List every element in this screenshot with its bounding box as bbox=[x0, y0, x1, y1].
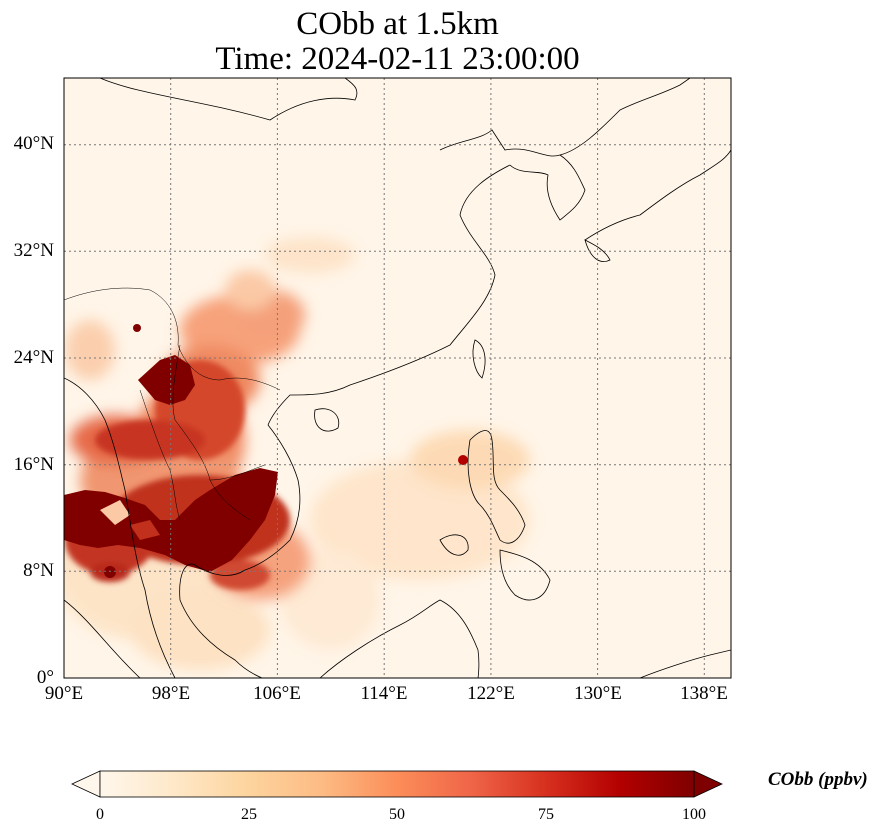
concentration-field bbox=[64, 237, 530, 670]
chart-title: CObb at 1.5km bbox=[296, 6, 499, 42]
lon-tick-label: 98°E bbox=[151, 683, 191, 704]
colorbar bbox=[71, 770, 723, 798]
map-frame bbox=[63, 77, 732, 679]
lon-tick-label: 106°E bbox=[253, 683, 301, 704]
lat-tick-label: 0° bbox=[36, 667, 54, 688]
lon-tick-label: 138°E bbox=[680, 683, 728, 704]
lat-tick-label: 8°N bbox=[23, 560, 54, 581]
lat-tick-label: 32°N bbox=[13, 240, 54, 261]
colorbar-tick-label: 0 bbox=[96, 806, 104, 823]
colorbar-tick-label: 75 bbox=[538, 806, 554, 823]
colorbar-tick-label: 100 bbox=[682, 806, 706, 823]
lon-tick-label: 122°E bbox=[467, 683, 515, 704]
lon-tick-label: 90°E bbox=[44, 683, 84, 704]
lon-tick-label: 114°E bbox=[360, 683, 408, 704]
chart-time: Time: 2024-02-11 23:00:00 bbox=[215, 41, 580, 77]
colorbar-tick-label: 25 bbox=[241, 806, 257, 823]
lat-tick-label: 40°N bbox=[13, 133, 54, 154]
gridlines bbox=[64, 78, 731, 678]
colorbar-label: CObb (ppbv) bbox=[768, 769, 868, 790]
lat-tick-label: 24°N bbox=[13, 347, 54, 368]
lon-tick-label: 130°E bbox=[574, 683, 622, 704]
lat-tick-label: 16°N bbox=[13, 454, 54, 475]
coastlines bbox=[64, 78, 731, 678]
colorbar-tick-label: 50 bbox=[389, 806, 405, 823]
